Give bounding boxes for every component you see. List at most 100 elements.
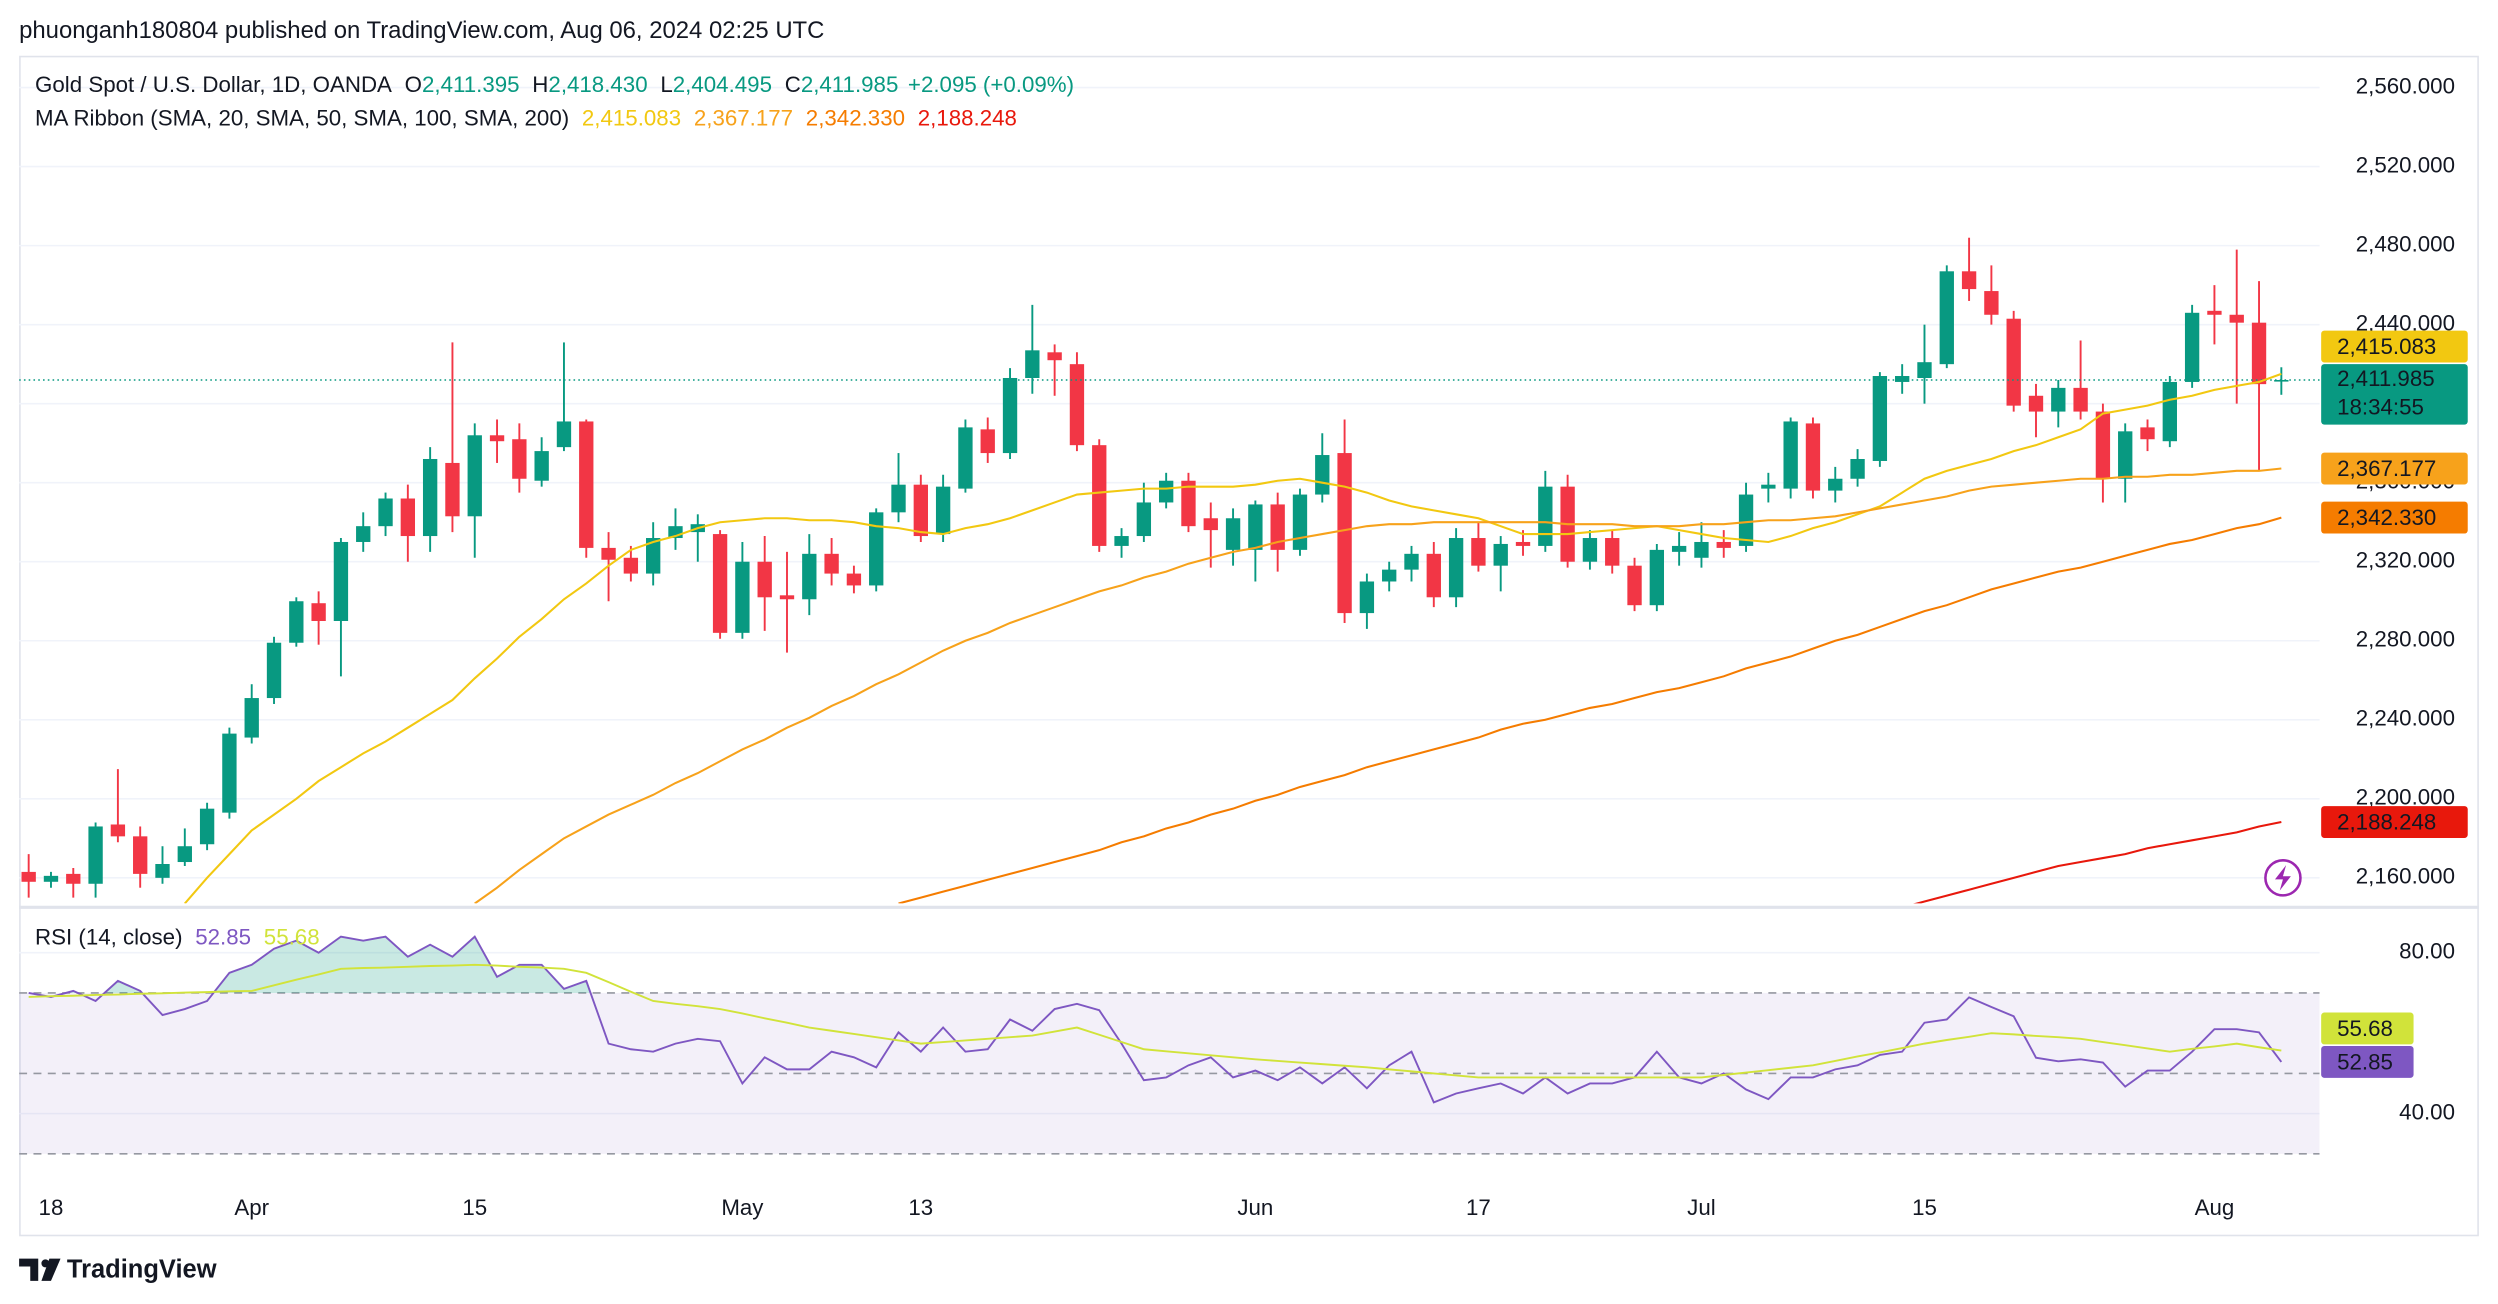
frame (19, 55, 2479, 1237)
indicator-value: 2,415.083 (582, 105, 681, 130)
axis-tag-label: 55.68 (2337, 1016, 2393, 1041)
candle-body (601, 547, 616, 560)
candle-body (623, 557, 639, 574)
candle-body (1538, 486, 1553, 546)
candle-body (467, 435, 482, 517)
candle-body (2006, 318, 2021, 406)
candle-body (1961, 271, 1977, 290)
candle-body (779, 595, 795, 600)
candle-body (222, 733, 237, 813)
axis-tag (2321, 806, 2468, 838)
series-line (474, 467, 2282, 904)
candle-body (1092, 445, 1107, 546)
countdown-label: 18:34:55 (2337, 395, 2424, 420)
axis-tag (2321, 330, 2468, 363)
candle-body (556, 421, 572, 448)
y-tick-label: 2,240.000 (2356, 706, 2455, 731)
x-tick-label: Apr (234, 1195, 269, 1220)
candle-body (1895, 376, 1910, 382)
candle-body (1047, 352, 1062, 361)
candle-body (1805, 423, 1821, 491)
candle-body (2274, 379, 2289, 382)
candle-body (177, 846, 192, 863)
price-pane (19, 237, 2320, 904)
y-tick-label: 2,160.000 (2356, 864, 2455, 889)
alert-icon[interactable] (2264, 859, 2302, 897)
candle-body (1448, 538, 1464, 598)
candle-body (1627, 565, 1642, 606)
candle-body (21, 871, 36, 882)
rsi-value: 55.68 (264, 924, 320, 949)
x-tick-label: 13 (908, 1195, 933, 1220)
candle-body (43, 875, 59, 882)
candle-body (1872, 376, 1888, 461)
candle-body (1315, 455, 1330, 495)
indicator-value: 2,367.177 (694, 105, 793, 130)
price-tag (2321, 364, 2468, 425)
candle-body (1136, 502, 1152, 537)
candle-body (757, 561, 772, 598)
candle-body (1939, 271, 1954, 365)
candle-body (445, 462, 460, 517)
axis-tag (2321, 1045, 2414, 1078)
candle-body (1225, 518, 1241, 550)
x-tick-label: Jun (1237, 1195, 1273, 1220)
y-tick-label: 80.00 (2399, 939, 2455, 964)
candle-body (1761, 484, 1776, 489)
candle-body (891, 484, 906, 513)
series-line (28, 963, 2282, 1079)
candle-body (1292, 494, 1308, 550)
axis-tag (2321, 452, 2468, 485)
logo (19, 1258, 61, 1281)
axis-tag-label: 2,188.248 (2337, 810, 2436, 835)
axis-tag-label: 2,415.083 (2337, 334, 2436, 359)
candle-body (846, 573, 862, 586)
candle-body (1582, 538, 1598, 562)
rsi-title: RSI (14, close) (35, 924, 182, 949)
candle-body (1917, 362, 1932, 378)
header: phuonganh180804 published on TradingView… (19, 17, 824, 44)
axis-tag-label: 2,367.177 (2337, 456, 2436, 481)
candle-body (1671, 545, 1687, 552)
candle-body (1649, 549, 1665, 606)
axis-tag-label: 52.85 (2337, 1049, 2393, 1074)
candle-body (2073, 387, 2088, 412)
candle-body (668, 526, 683, 539)
candle-body (869, 512, 884, 586)
candle-body (1515, 541, 1531, 546)
axis-tag (2321, 1012, 2414, 1045)
candle-body (1382, 569, 1397, 582)
candle-body (735, 561, 750, 633)
candle-body (2162, 381, 2177, 442)
x-tick-label: 17 (1466, 1195, 1491, 1220)
candle-body (2028, 395, 2044, 412)
candle-body (1694, 541, 1709, 558)
candle-body (1359, 581, 1375, 614)
series-line (184, 372, 2282, 904)
candle-body (333, 541, 349, 621)
candle-body (1069, 364, 1085, 446)
y-tick-label: 2,280.000 (2356, 627, 2455, 652)
candle-body (1493, 543, 1508, 566)
y-tick-label: 2,320.000 (2356, 548, 2455, 573)
indicator-name: MA Ribbon (SMA, 20, SMA, 50, SMA, 100, S… (35, 105, 569, 130)
labels: 2,160.000 2,200.000 2,240.000 2,280.000 2,32… (35, 72, 2468, 1220)
legend-main: Gold Spot / U.S. Dollar, 1D, OANDA O2,411… (35, 72, 1074, 97)
candle-body (1248, 504, 1263, 550)
legend-indicator: MA Ribbon (SMA, 20, SMA, 50, SMA, 100, S… (35, 105, 1017, 130)
legend-value: 2,418.430 (548, 72, 647, 97)
candle-body (1716, 541, 1731, 548)
candle-body (244, 698, 259, 738)
candle-body (534, 451, 549, 481)
x-tick-label: 18 (39, 1195, 64, 1220)
legend-rsi: RSI (14, close) 52.85 55.68 (35, 924, 320, 949)
candle-body (1025, 350, 1040, 378)
candle-body (2229, 314, 2244, 323)
candle-body (935, 486, 951, 535)
candle-body (646, 538, 661, 574)
candle-body (1605, 538, 1620, 566)
candle-body (2251, 322, 2267, 385)
candle-body (1828, 478, 1843, 491)
